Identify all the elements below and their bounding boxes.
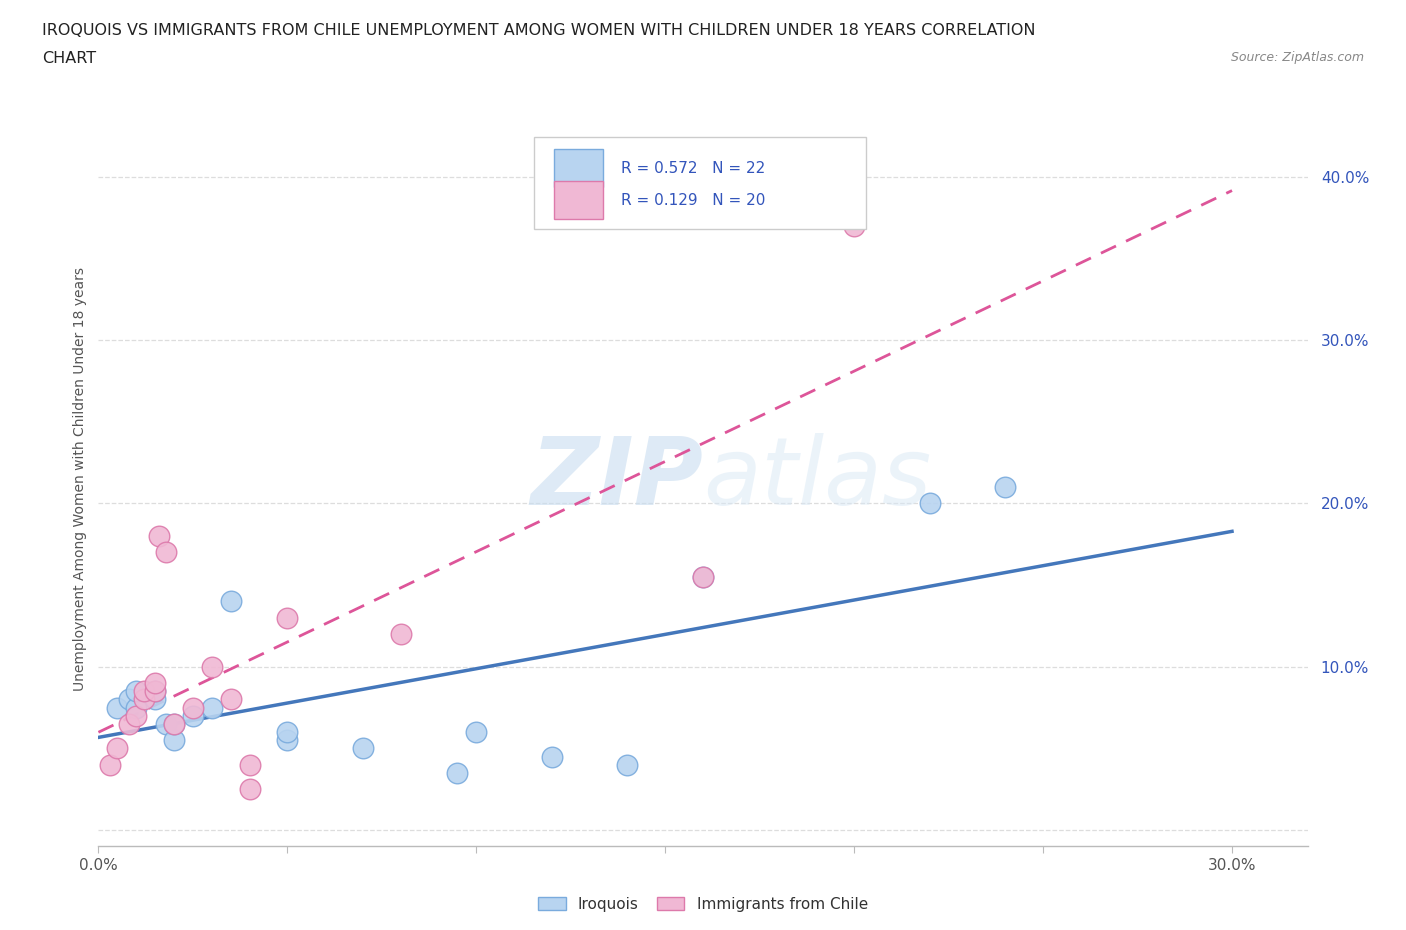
Point bbox=[692, 569, 714, 584]
Point bbox=[98, 757, 121, 772]
Point bbox=[181, 700, 204, 715]
Point bbox=[389, 627, 412, 642]
Point bbox=[276, 610, 298, 625]
Point bbox=[465, 724, 488, 739]
Point bbox=[219, 692, 242, 707]
Point bbox=[143, 684, 166, 698]
Point bbox=[181, 709, 204, 724]
Point bbox=[118, 716, 141, 731]
Point bbox=[844, 219, 866, 233]
Point bbox=[201, 700, 224, 715]
Text: atlas: atlas bbox=[703, 433, 931, 525]
Point bbox=[201, 659, 224, 674]
Point bbox=[918, 496, 941, 511]
Point bbox=[155, 545, 177, 560]
Point bbox=[540, 749, 562, 764]
Point bbox=[276, 733, 298, 748]
Point bbox=[125, 709, 148, 724]
Point bbox=[276, 724, 298, 739]
Point bbox=[446, 765, 468, 780]
Point bbox=[148, 528, 170, 543]
FancyBboxPatch shape bbox=[554, 181, 603, 219]
Point bbox=[105, 741, 128, 756]
Text: CHART: CHART bbox=[42, 51, 96, 66]
FancyBboxPatch shape bbox=[534, 138, 866, 229]
Point bbox=[352, 741, 374, 756]
Y-axis label: Unemployment Among Women with Children Under 18 years: Unemployment Among Women with Children U… bbox=[73, 267, 87, 691]
Point bbox=[155, 716, 177, 731]
Text: ZIP: ZIP bbox=[530, 433, 703, 525]
Legend: Iroquois, Immigrants from Chile: Iroquois, Immigrants from Chile bbox=[531, 890, 875, 918]
Text: Source: ZipAtlas.com: Source: ZipAtlas.com bbox=[1230, 51, 1364, 64]
Point bbox=[219, 594, 242, 609]
Text: R = 0.572   N = 22: R = 0.572 N = 22 bbox=[621, 161, 765, 176]
Point bbox=[143, 684, 166, 698]
Point bbox=[105, 700, 128, 715]
Point bbox=[994, 480, 1017, 495]
Point bbox=[118, 692, 141, 707]
Point bbox=[143, 675, 166, 690]
Point bbox=[125, 700, 148, 715]
Point bbox=[125, 684, 148, 698]
Point bbox=[616, 757, 638, 772]
Point bbox=[692, 569, 714, 584]
Point bbox=[163, 733, 186, 748]
Point bbox=[163, 716, 186, 731]
Point bbox=[143, 692, 166, 707]
Point bbox=[132, 684, 155, 698]
FancyBboxPatch shape bbox=[554, 149, 603, 187]
Text: IROQUOIS VS IMMIGRANTS FROM CHILE UNEMPLOYMENT AMONG WOMEN WITH CHILDREN UNDER 1: IROQUOIS VS IMMIGRANTS FROM CHILE UNEMPL… bbox=[42, 23, 1036, 38]
Text: R = 0.129   N = 20: R = 0.129 N = 20 bbox=[621, 193, 765, 207]
Point bbox=[132, 692, 155, 707]
Point bbox=[163, 716, 186, 731]
Point bbox=[239, 782, 262, 797]
Point bbox=[239, 757, 262, 772]
